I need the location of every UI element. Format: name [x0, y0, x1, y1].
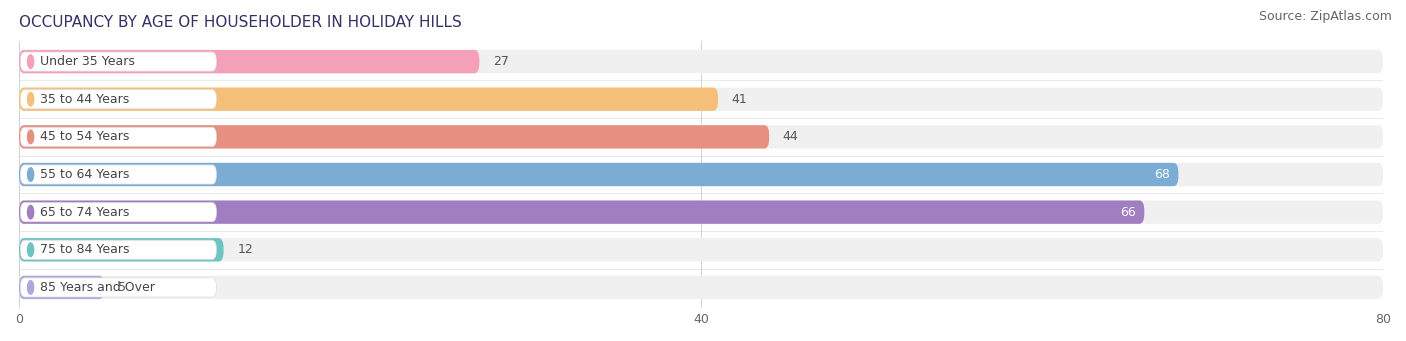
FancyBboxPatch shape: [20, 50, 479, 73]
Text: 44: 44: [783, 130, 799, 143]
Circle shape: [28, 92, 34, 106]
Text: Under 35 Years: Under 35 Years: [39, 55, 135, 68]
Circle shape: [28, 55, 34, 68]
FancyBboxPatch shape: [20, 127, 217, 146]
Text: 5: 5: [118, 281, 127, 294]
FancyBboxPatch shape: [20, 90, 217, 109]
FancyBboxPatch shape: [20, 88, 718, 111]
FancyBboxPatch shape: [20, 201, 1384, 224]
Circle shape: [28, 205, 34, 219]
FancyBboxPatch shape: [20, 125, 769, 149]
Text: Source: ZipAtlas.com: Source: ZipAtlas.com: [1258, 10, 1392, 23]
FancyBboxPatch shape: [20, 240, 217, 260]
FancyBboxPatch shape: [20, 278, 217, 297]
FancyBboxPatch shape: [20, 201, 1144, 224]
Text: OCCUPANCY BY AGE OF HOUSEHOLDER IN HOLIDAY HILLS: OCCUPANCY BY AGE OF HOUSEHOLDER IN HOLID…: [20, 15, 461, 30]
FancyBboxPatch shape: [20, 163, 1178, 186]
FancyBboxPatch shape: [20, 238, 224, 262]
FancyBboxPatch shape: [20, 50, 1384, 73]
Text: 45 to 54 Years: 45 to 54 Years: [39, 130, 129, 143]
Text: 66: 66: [1121, 206, 1136, 219]
Text: 35 to 44 Years: 35 to 44 Years: [39, 93, 129, 106]
FancyBboxPatch shape: [20, 88, 1384, 111]
FancyBboxPatch shape: [20, 165, 217, 184]
FancyBboxPatch shape: [20, 276, 104, 299]
FancyBboxPatch shape: [20, 125, 1384, 149]
FancyBboxPatch shape: [20, 163, 1384, 186]
FancyBboxPatch shape: [20, 238, 1384, 262]
Text: 65 to 74 Years: 65 to 74 Years: [39, 206, 129, 219]
FancyBboxPatch shape: [20, 203, 217, 222]
Circle shape: [28, 281, 34, 294]
FancyBboxPatch shape: [20, 276, 1384, 299]
Text: 12: 12: [238, 243, 253, 256]
Text: 55 to 64 Years: 55 to 64 Years: [39, 168, 129, 181]
Circle shape: [28, 168, 34, 181]
Text: 41: 41: [731, 93, 748, 106]
Text: 85 Years and Over: 85 Years and Over: [39, 281, 155, 294]
Text: 75 to 84 Years: 75 to 84 Years: [39, 243, 129, 256]
Text: 68: 68: [1154, 168, 1170, 181]
Circle shape: [28, 243, 34, 256]
FancyBboxPatch shape: [20, 52, 217, 71]
Circle shape: [28, 130, 34, 144]
Text: 27: 27: [494, 55, 509, 68]
